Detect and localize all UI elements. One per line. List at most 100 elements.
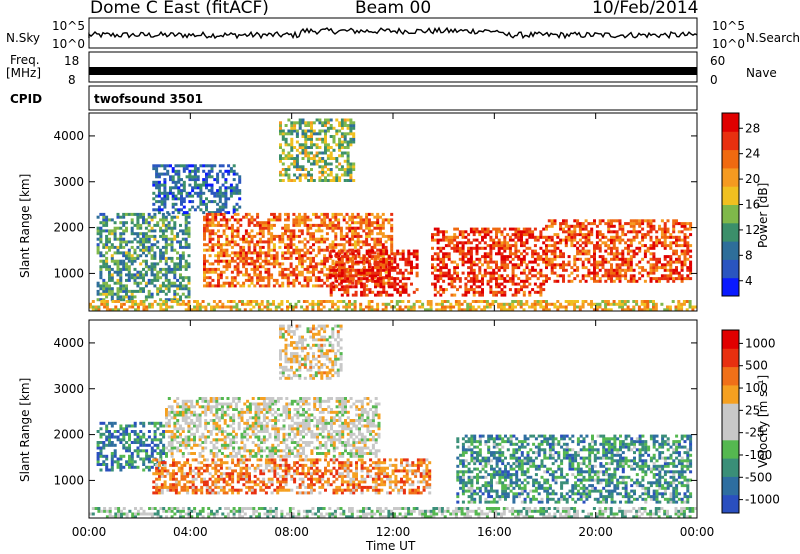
data-cell: [105, 468, 109, 472]
data-cell: [287, 168, 291, 171]
data-cell: [275, 262, 279, 266]
data-cell: [139, 281, 143, 285]
data-cell: [539, 302, 543, 306]
data-cell: [99, 273, 103, 277]
data-cell: [196, 183, 200, 187]
data-cell: [193, 432, 196, 436]
data-cell: [592, 308, 596, 312]
data-cell: [278, 245, 282, 249]
data-cell: [595, 244, 599, 248]
data-cell: [170, 408, 174, 411]
data-cell: [338, 140, 342, 144]
data-cell: [244, 256, 248, 260]
data-cell: [443, 305, 447, 309]
data-cell: [486, 266, 490, 270]
data-cell: [314, 212, 318, 216]
data-cell: [346, 146, 350, 149]
data-cell: [156, 278, 160, 282]
data-cell: [215, 410, 219, 414]
data-cell: [164, 259, 168, 263]
data-cell: [272, 284, 276, 288]
data-cell: [335, 176, 339, 180]
data-cell: [598, 263, 602, 267]
data-cell: [295, 251, 299, 255]
data-cell: [228, 265, 232, 269]
data-cell: [539, 235, 543, 239]
data-cell: [497, 244, 501, 248]
data-cell: [270, 248, 274, 252]
data-cell: [142, 243, 145, 247]
data-cell: [629, 266, 633, 270]
data-cell: [170, 446, 174, 450]
data-cell: [340, 268, 344, 272]
data-cell: [450, 285, 454, 289]
data-cell: [212, 305, 216, 309]
data-cell: [362, 277, 366, 281]
data-cell: [393, 305, 396, 309]
data-cell: [666, 235, 670, 239]
data-cell: [382, 263, 386, 267]
data-cell: [145, 443, 149, 447]
data-cell: [483, 305, 487, 309]
data-cell: [165, 416, 168, 420]
data-cell: [593, 277, 596, 281]
data-cell: [446, 305, 450, 309]
data-cell: [508, 249, 512, 253]
data-cell: [164, 276, 168, 280]
data-cell: [318, 157, 322, 160]
data-cell: [294, 302, 298, 306]
data-cell: [320, 284, 324, 288]
data-cell: [373, 276, 377, 280]
data-cell: [559, 252, 563, 256]
data-cell: [219, 273, 223, 277]
data-cell: [481, 246, 484, 250]
data-cell: [686, 274, 690, 278]
data-cell: [367, 300, 371, 303]
data-cell: [191, 194, 195, 198]
data-cell: [218, 186, 222, 190]
data-cell: [590, 227, 594, 231]
data-cell: [342, 234, 346, 238]
data-cell: [287, 157, 291, 160]
data-cell: [133, 289, 137, 293]
data-cell: [352, 165, 356, 169]
data-cell: [450, 277, 454, 281]
data-cell: [181, 278, 185, 282]
data-cell: [190, 421, 194, 425]
data-cell: [655, 263, 659, 267]
data-cell: [514, 293, 518, 297]
data-cell: [564, 305, 568, 309]
data-cell: [531, 288, 535, 292]
data-cell: [481, 274, 484, 278]
data-cell: [150, 262, 154, 266]
data-cell: [663, 222, 667, 226]
data-cell: [290, 143, 294, 147]
data-cell: [184, 402, 188, 406]
data-cell: [346, 143, 350, 147]
data-cell: [167, 270, 171, 274]
data-cell: [401, 249, 405, 253]
data-cell: [128, 435, 131, 439]
data-cell: [218, 416, 222, 420]
data-cell: [528, 230, 532, 234]
data-cell: [164, 251, 168, 255]
data-cell: [376, 221, 380, 225]
data-cell: [205, 212, 209, 216]
data-cell: [241, 300, 244, 303]
data-cell: [284, 232, 287, 236]
data-cell: [390, 262, 394, 266]
data-cell: [286, 245, 290, 249]
data-cell: [415, 249, 419, 253]
data-cell: [348, 259, 352, 263]
data-cell: [306, 248, 310, 252]
data-cell: [298, 168, 302, 171]
data-cell: [224, 186, 228, 190]
data-cell: [228, 284, 232, 288]
data-cell: [336, 300, 340, 303]
nave-label: Nave: [746, 66, 777, 80]
data-cell: [495, 263, 498, 267]
data-cell: [105, 424, 109, 428]
data-cell: [281, 157, 285, 160]
data-cell: [236, 229, 240, 233]
data-cell: [108, 240, 111, 244]
